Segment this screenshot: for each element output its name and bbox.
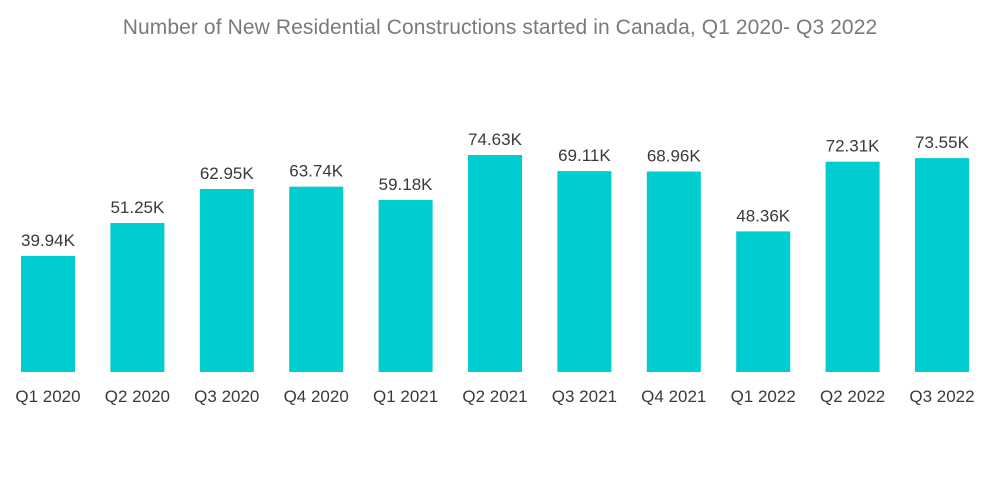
data-label: 39.94K	[21, 231, 76, 250]
bar-q3-2020	[199, 189, 254, 372]
bar-q1-2020	[21, 255, 75, 372]
bars-layer	[21, 155, 969, 372]
x-tick-label: Q4 2020	[284, 387, 349, 406]
data-label: 62.95K	[200, 164, 255, 183]
x-tick-label: Q2 2020	[105, 387, 170, 406]
x-tick-label: Q1 2020	[15, 387, 80, 406]
bar-q1-2022	[736, 231, 791, 372]
data-label: 51.25K	[110, 198, 165, 217]
bar-q2-2020	[110, 223, 165, 372]
x-tick-label: Q4 2021	[641, 387, 706, 406]
bar-q4-2020	[289, 186, 344, 372]
bar-q2-2021	[468, 155, 522, 372]
data-label: 69.11K	[558, 146, 611, 165]
data-label: 59.18K	[379, 175, 434, 194]
bar-q1-2021	[378, 199, 433, 372]
data-label: 63.74K	[289, 162, 344, 181]
data-label: 73.55K	[915, 133, 970, 152]
data-label: 48.36K	[736, 206, 791, 225]
x-tick-labels-layer: Q1 2020 Q2 2020 Q3 2020 Q4 2020 Q1 2021 Q2 20…	[15, 387, 974, 406]
data-label: 68.96K	[647, 147, 702, 166]
bar-q4-2021	[646, 171, 701, 372]
bar-q2-2022	[825, 161, 880, 372]
bar-q3-2022	[915, 158, 969, 372]
x-tick-label: Q2 2022	[820, 387, 885, 406]
data-labels-layer: 39.94K 51.25K 62.95K 63.74K 59.18K 74.63K 69.1…	[21, 130, 970, 250]
data-label: 74.63K	[468, 130, 523, 149]
x-tick-label: Q3 2020	[194, 387, 259, 406]
x-tick-label: Q2 2021	[462, 387, 527, 406]
data-label: 72.31K	[826, 137, 881, 156]
chart-title: Number of New Residential Constructions …	[122, 16, 878, 39]
x-tick-label: Q1 2022	[731, 387, 796, 406]
x-tick-label: Q1 2021	[373, 387, 438, 406]
x-tick-label: Q3 2021	[552, 387, 617, 406]
x-tick-label: Q3 2022	[909, 387, 974, 406]
bar-q3-2021	[557, 171, 612, 372]
